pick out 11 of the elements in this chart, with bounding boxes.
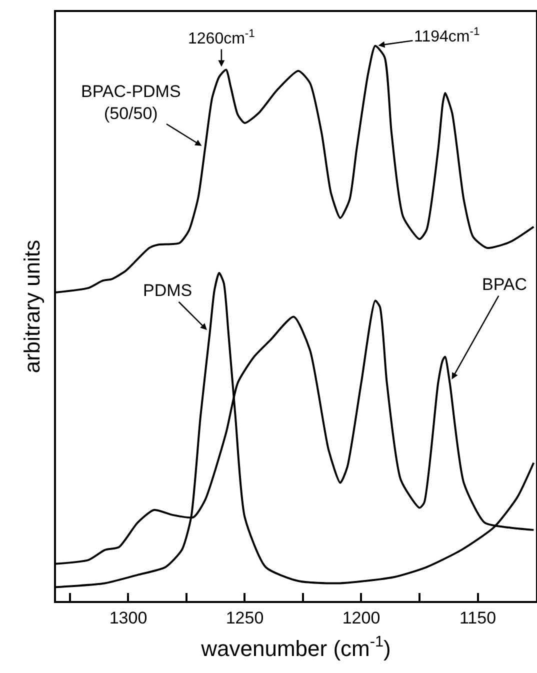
x-tick-label: 1150	[459, 608, 496, 628]
y-axis-title: arbitrary units	[19, 240, 44, 374]
annotation: 1194cm$^{-1}$	[414, 26, 480, 46]
annotation: 1260cm$^{-1}$	[188, 28, 255, 48]
x-axis-title: wavenumber (cm$^{-1}$)	[200, 634, 391, 661]
x-tick-label: 1250	[226, 608, 264, 628]
series-label: BPAC-PDMS (50/50)	[81, 82, 181, 124]
text: BPAC	[482, 275, 528, 294]
series-label: PDMS	[143, 281, 192, 300]
x-tick-label: 1200	[342, 608, 380, 628]
x-tick-label: 1300	[109, 608, 148, 628]
